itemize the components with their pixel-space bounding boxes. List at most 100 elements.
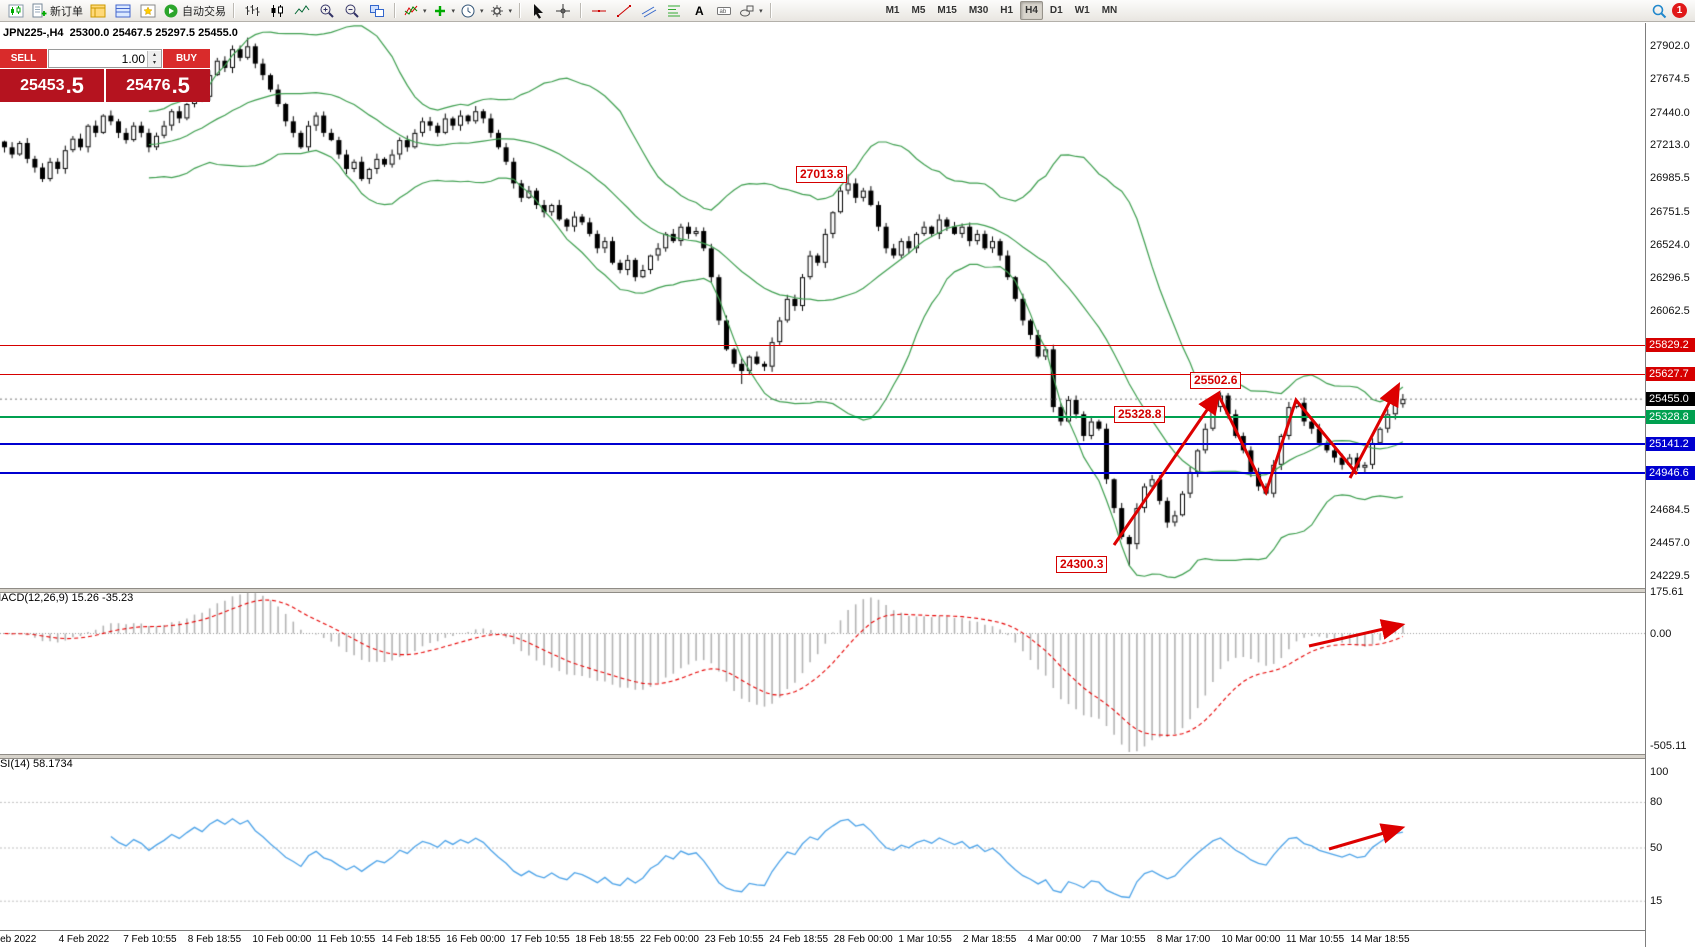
buy-price-pips: .5 (171, 72, 190, 98)
macd-axis-label-0.00: 0.00 (1650, 627, 1672, 640)
volume-spinner: ▴ ▾ (147, 50, 161, 67)
toolbar-separator (769, 3, 772, 18)
timeframe-button-H1[interactable]: H1 (1000, 5, 1014, 16)
time-axis-label: 7 Feb 10:55 (123, 934, 177, 945)
time-axis-label: 17 Feb 10:55 (510, 934, 570, 945)
price-callout-27013.8[interactable]: 27013.8 (796, 166, 848, 183)
templates-button[interactable]: ▾ (487, 1, 515, 21)
macd-canvas[interactable] (0, 591, 1645, 754)
time-axis-label: 8 Mar 17:00 (1156, 934, 1211, 945)
bar-chart-type-button[interactable] (240, 1, 264, 21)
sell-button[interactable]: SELL (0, 49, 47, 68)
new-order-icon (32, 3, 47, 17)
price-axis-label-26985.5: 26985.5 (1650, 172, 1690, 185)
tile-windows-button[interactable] (365, 1, 389, 21)
timeframe-button-MN[interactable]: MN (1101, 5, 1118, 16)
autotrading-play-icon (164, 4, 178, 17)
price-axis-label-24457.0: 24457.0 (1650, 537, 1690, 550)
navigator-icon[interactable] (136, 1, 160, 21)
volume-increase-button[interactable]: ▴ (148, 50, 161, 59)
text-button[interactable]: A (687, 1, 711, 21)
new-chart-icon[interactable] (4, 1, 28, 21)
crosshair-button[interactable] (551, 1, 575, 21)
sell-price-main: 25453 (20, 76, 65, 94)
price-axis-label-27674.5: 27674.5 (1650, 72, 1690, 85)
zoom-in-button[interactable] (315, 1, 339, 21)
time-axis-label: 10 Mar 00:00 (1221, 934, 1281, 945)
price-axis-label-26062.5: 26062.5 (1650, 305, 1690, 318)
toolbar-separator (519, 3, 522, 18)
volume-input[interactable]: 1.00 ▴ ▾ (48, 49, 162, 68)
macd-label: MACD(12,26,9) 15.26 -35.23 (0, 592, 134, 604)
time-axis-label: 22 Feb 00:00 (640, 934, 699, 945)
price-line-24946.6[interactable] (0, 471, 1645, 474)
price-axis-tag-24946.6: 24946.6 (1646, 465, 1695, 480)
new-order-button[interactable]: 新订单 (29, 1, 85, 21)
price-line-25328.8[interactable] (0, 416, 1645, 419)
candlestick-type-button[interactable] (265, 1, 289, 21)
search-icon[interactable] (1647, 1, 1671, 21)
time-axis-label: Feb 2022 (0, 934, 37, 945)
buy-button[interactable]: BUY (163, 49, 210, 68)
panel-divider-macd[interactable] (0, 588, 1695, 593)
timeframe-button-M5[interactable]: M5 (911, 5, 926, 16)
toolbar-separator (394, 3, 396, 18)
rsi-axis-label-100: 100 (1650, 766, 1669, 778)
autotrading-button[interactable]: 自动交易 (161, 1, 228, 21)
buy-price-main: 25476 (126, 76, 171, 94)
fibonacci-button[interactable] (662, 1, 686, 21)
time-axis-label: 1 Mar 10:55 (898, 934, 952, 945)
time-axis-label: 18 Feb 18:55 (575, 934, 635, 945)
chevron-down-icon: ▾ (480, 7, 484, 15)
macd-axis-label--505.11: -505.11 (1650, 740, 1687, 752)
price-callout-24300.3[interactable]: 24300.3 (1056, 556, 1108, 573)
market-watch-icon[interactable] (86, 1, 110, 21)
line-chart-type-button[interactable] (290, 1, 314, 21)
periods-button[interactable]: ▾ (458, 1, 486, 21)
timeframe-button-M30[interactable]: M30 (968, 5, 989, 16)
chevron-down-icon: ▾ (508, 7, 513, 15)
price-axis-label-26751.5: 26751.5 (1650, 206, 1690, 219)
toolbar: 新订单 自动交易 ▾ ▾ ▾ ▾ A ab ▾ M1 M5 M15 M30 H1 H4 D1… (0, 0, 1695, 22)
zoom-out-button[interactable] (340, 1, 364, 21)
autotrading-label: 自动交易 (182, 5, 226, 18)
panel-divider-rsi[interactable] (0, 754, 1695, 759)
rsi-canvas[interactable] (0, 757, 1645, 929)
buy-price-button[interactable]: 25476.5 (106, 69, 210, 102)
timeframe-button-H4[interactable]: H4 (1020, 1, 1043, 20)
time-axis-label: 24 Feb 18:55 (769, 934, 829, 945)
timeframe-button-M15[interactable]: M15 (937, 5, 957, 16)
price-callout-25328.8[interactable]: 25328.8 (1114, 406, 1166, 423)
timeframe-button-D1[interactable]: D1 (1049, 5, 1063, 16)
notification-badge[interactable]: 1 (1672, 3, 1687, 18)
time-axis-label: 11 Feb 10:55 (317, 934, 376, 945)
rsi-axis-label-50: 50 (1650, 842, 1663, 854)
price-line-25829.2[interactable] (0, 344, 1645, 346)
price-axis-label-27902.0: 27902.0 (1650, 40, 1690, 52)
price-axis[interactable]: 27902.0 27674.5 27440.0 27213.0 26985.5 26751… (1645, 23, 1695, 947)
price-axis-label-24684.5: 24684.5 (1650, 504, 1690, 517)
chart-symbol-info: JPN225-,H4 25300.0 25467.5 25297.5 25455… (3, 27, 238, 39)
channel-button[interactable] (637, 1, 661, 21)
sell-price-button[interactable]: 25453.5 (0, 69, 104, 102)
price-callout-25502.6[interactable]: 25502.6 (1190, 372, 1242, 389)
price-line-25141.2[interactable] (0, 443, 1645, 446)
shapes-dropdown-button[interactable]: ▾ (737, 1, 765, 21)
timeframe-button-M1[interactable]: M1 (885, 5, 900, 16)
indicators-button[interactable]: ▾ (401, 1, 429, 21)
cursor-button[interactable] (526, 1, 550, 21)
add-object-button[interactable]: ▾ (430, 1, 458, 21)
timeframe-button-W1[interactable]: W1 (1074, 5, 1090, 16)
chevron-down-icon: ▾ (423, 7, 427, 15)
label-button[interactable]: ab (712, 1, 736, 21)
price-line-25627.7[interactable] (0, 373, 1645, 375)
time-axis[interactable]: Feb 2022 4 Feb 2022 7 Feb 10:55 8 Feb 18:55… (0, 930, 1645, 948)
trendline-button[interactable] (612, 1, 636, 21)
volume-value[interactable]: 1.00 (121, 51, 145, 66)
main-chart-canvas[interactable] (0, 23, 1645, 588)
sell-price-pips: .5 (65, 72, 84, 98)
volume-decrease-button[interactable]: ▾ (148, 58, 161, 67)
data-window-icon[interactable] (111, 1, 135, 21)
horizontal-line-button[interactable] (587, 1, 611, 21)
